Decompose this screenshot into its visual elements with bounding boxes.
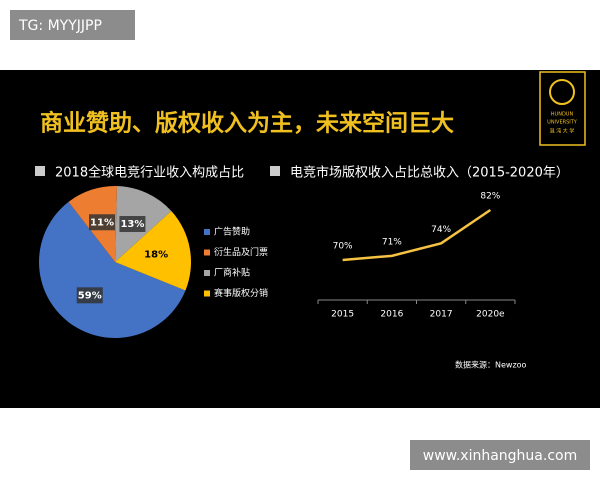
value-label: 74% — [431, 225, 451, 235]
icon — [35, 166, 45, 176]
source: 数据来源：Newzoo — [455, 360, 527, 370]
label-box — [76, 287, 103, 304]
watermark-box — [10, 10, 135, 40]
x-tick-label: 2020e — [476, 310, 505, 320]
slice-label: 59% — [78, 290, 102, 301]
logo-text: HUNDUN — [551, 112, 574, 118]
legend-swatch — [204, 249, 210, 256]
x-tick-label: 2015 — [331, 310, 354, 320]
footer-url: www.xinhanghua.com — [423, 448, 577, 464]
url-box — [410, 440, 590, 470]
pie-slice — [38, 201, 186, 338]
value-label: 71% — [382, 237, 402, 247]
slide-title: 商业赞助、版权收入为主，未来空间巨大 — [40, 110, 454, 137]
chart-title: 电竞市场版权收入占比总收入（2015-2020年） — [290, 165, 569, 181]
icon — [270, 166, 280, 176]
logo-box — [539, 71, 586, 146]
legend-label: 衍生品及门票 — [214, 246, 268, 258]
logo-text: 混 沌 大 学 — [550, 128, 575, 135]
label-box — [89, 214, 116, 231]
logo-circle — [549, 79, 575, 105]
pie-slice — [115, 210, 191, 291]
slice-label: 18% — [144, 250, 168, 261]
watermark: TG: MYYJJPP — [18, 18, 102, 34]
value-label: 82% — [480, 192, 500, 202]
legend-label: 广告赞助 — [214, 226, 250, 238]
value-label: 70% — [333, 242, 353, 252]
slice-label: 11% — [90, 217, 114, 228]
chart-title: 2018全球电竞行业收入构成占比 — [55, 165, 244, 181]
line — [342, 208, 492, 262]
label-box — [119, 216, 146, 233]
legend-swatch — [204, 229, 210, 235]
legend-swatch — [204, 290, 210, 297]
slice-label: 13% — [120, 219, 144, 230]
x-tick-label: 2017 — [430, 310, 453, 320]
x-tick-label: 2016 — [380, 310, 403, 320]
logo-text: UNIVERSITY — [547, 120, 578, 126]
legend-label: 赛事版权分销 — [214, 287, 268, 299]
legend-swatch — [204, 270, 210, 276]
legend-label: 厂商补贴 — [214, 267, 250, 279]
